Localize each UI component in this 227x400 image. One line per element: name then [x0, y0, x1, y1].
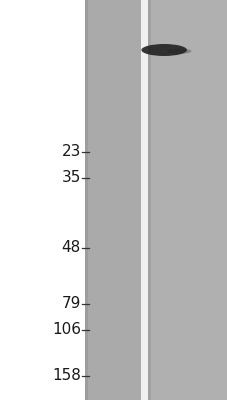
Ellipse shape [141, 44, 186, 56]
Text: 106: 106 [52, 322, 81, 338]
Text: 79: 79 [61, 296, 81, 312]
Bar [148, 0, 227, 400]
Bar [141, 0, 148, 400]
Bar [85, 0, 141, 400]
Bar [85, 0, 88, 400]
Ellipse shape [166, 48, 191, 54]
Text: 23: 23 [61, 144, 81, 160]
Text: 35: 35 [61, 170, 81, 186]
Bar [148, 0, 150, 400]
Text: 158: 158 [52, 368, 81, 384]
Text: 48: 48 [62, 240, 81, 256]
